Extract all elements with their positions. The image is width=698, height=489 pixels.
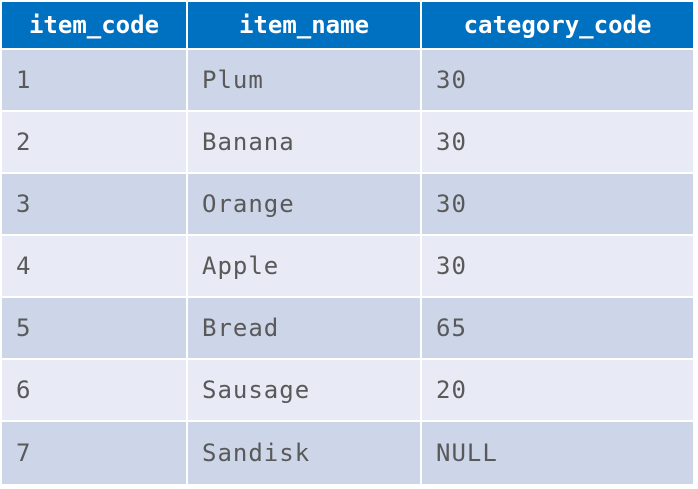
cell-item-code: 7 <box>2 422 188 484</box>
header-category-code: category_code <box>422 2 693 50</box>
items-table: item_code item_name category_code 1 Plum… <box>2 2 693 484</box>
cell-item-code: 6 <box>2 360 188 422</box>
cell-category-code: 30 <box>422 50 693 112</box>
header-item-name: item_name <box>188 2 422 50</box>
cell-item-code: 5 <box>2 298 188 360</box>
table-row: 4 Apple 30 <box>2 236 693 298</box>
table-row: 3 Orange 30 <box>2 174 693 236</box>
cell-item-code: 3 <box>2 174 188 236</box>
table-header-row: item_code item_name category_code <box>2 2 693 50</box>
cell-item-name: Orange <box>188 174 422 236</box>
cell-item-code: 1 <box>2 50 188 112</box>
cell-item-name: Apple <box>188 236 422 298</box>
cell-category-code: 20 <box>422 360 693 422</box>
table-row: 2 Banana 30 <box>2 112 693 174</box>
cell-category-code: NULL <box>422 422 693 484</box>
cell-item-name: Sandisk <box>188 422 422 484</box>
cell-item-name: Plum <box>188 50 422 112</box>
table-row: 6 Sausage 20 <box>2 360 693 422</box>
table-row: 7 Sandisk NULL <box>2 422 693 484</box>
cell-category-code: 65 <box>422 298 693 360</box>
cell-item-code: 2 <box>2 112 188 174</box>
cell-item-name: Sausage <box>188 360 422 422</box>
table-row: 1 Plum 30 <box>2 50 693 112</box>
cell-category-code: 30 <box>422 174 693 236</box>
cell-item-name: Bread <box>188 298 422 360</box>
header-item-code: item_code <box>2 2 188 50</box>
cell-category-code: 30 <box>422 236 693 298</box>
table-row: 5 Bread 65 <box>2 298 693 360</box>
cell-category-code: 30 <box>422 112 693 174</box>
cell-item-name: Banana <box>188 112 422 174</box>
cell-item-code: 4 <box>2 236 188 298</box>
